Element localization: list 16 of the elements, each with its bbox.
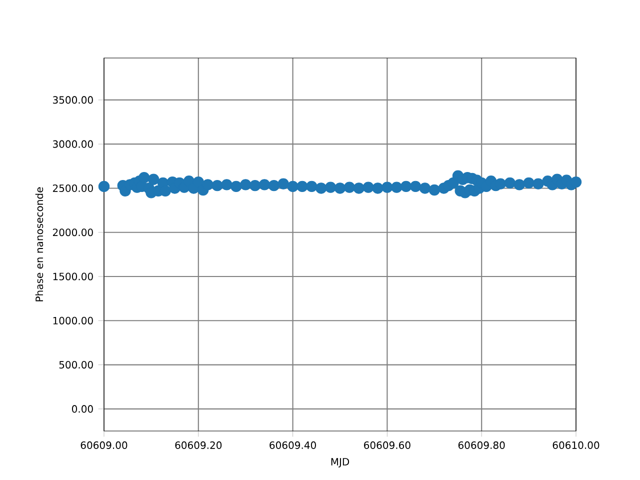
y-tick-label: 0.00 [72,405,93,413]
x-axis-title: MJD [331,458,350,468]
y-axis-title: Phase en nanoseconde [35,187,44,302]
y-tick-label: 500.00 [59,361,93,369]
y-tick-label: 3000.00 [53,140,93,148]
x-tick-label: 60610.00 [552,441,600,449]
y-tick-label: 2500.00 [52,184,93,192]
x-tick-label: 60609.40 [270,441,316,449]
y-tick-label: 2000.00 [52,228,93,236]
y-tick-label: 1000.00 [53,316,93,324]
y-tick-label: 1500.00 [53,272,93,280]
y-tick-label: 3500.00 [53,96,93,104]
x-tick-label: 60609.60 [364,441,410,449]
x-tick-label: 60609.80 [458,441,505,449]
x-tick-label: 60609.00 [80,441,128,449]
x-tick-label: 60609.20 [175,441,222,449]
